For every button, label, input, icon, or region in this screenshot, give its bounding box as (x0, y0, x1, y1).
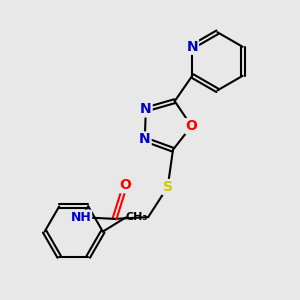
Text: CH₃: CH₃ (126, 212, 148, 222)
Text: O: O (186, 119, 197, 133)
Text: N: N (139, 133, 151, 146)
Text: N: N (186, 40, 198, 54)
Text: S: S (163, 180, 173, 194)
Text: O: O (119, 178, 131, 192)
Text: N: N (140, 102, 152, 116)
Text: NH: NH (70, 211, 91, 224)
